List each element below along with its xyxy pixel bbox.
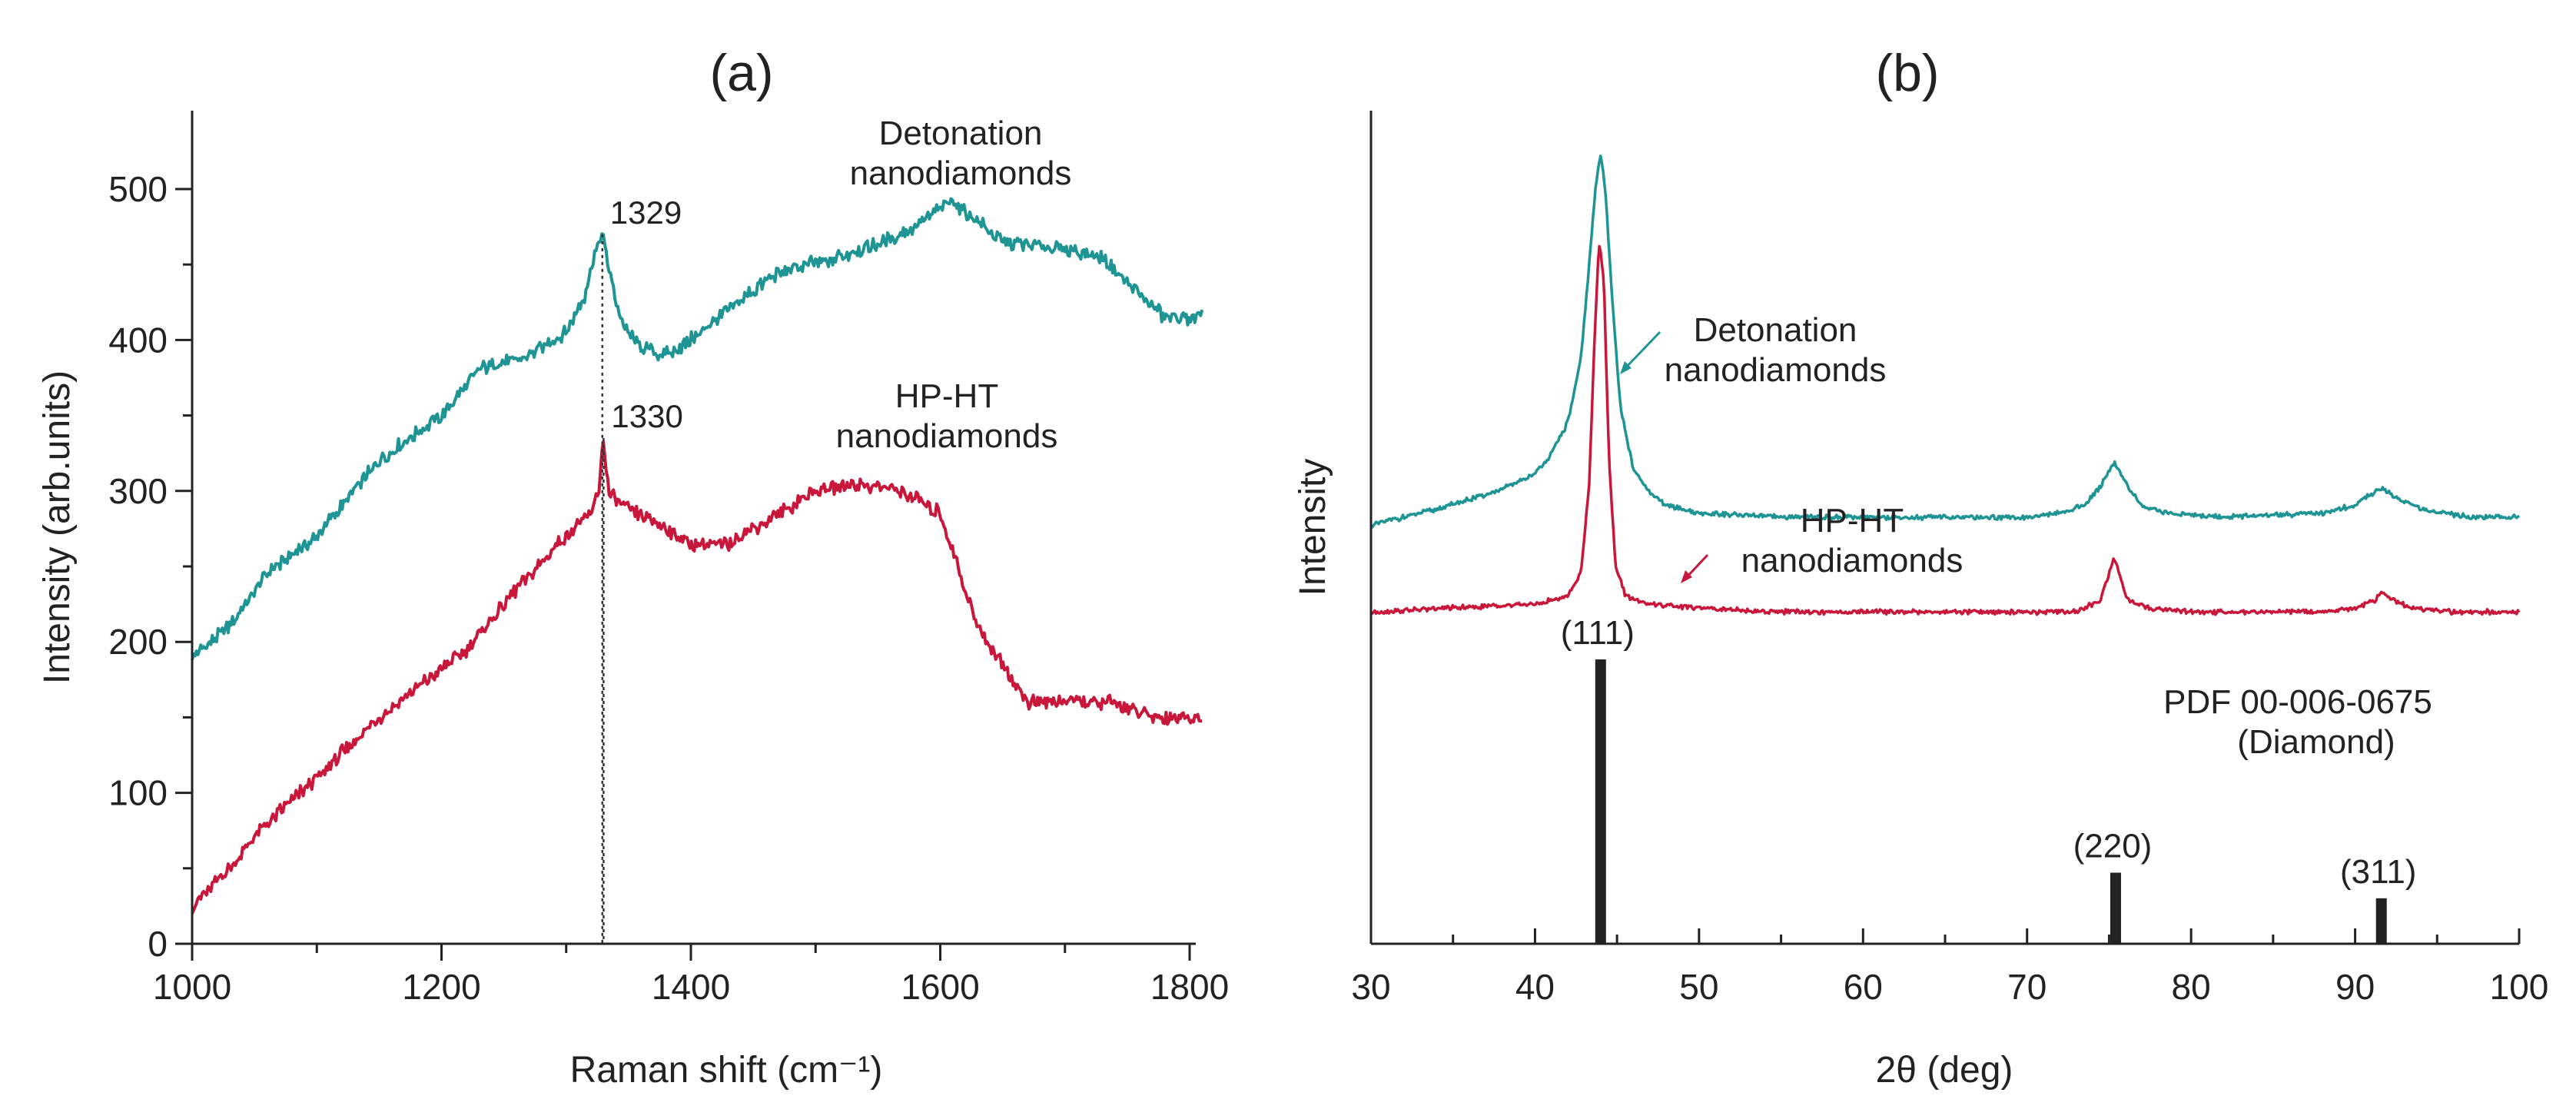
panel-a-series-labels: Detonation nanodiamonds HP-HT nanodiamon… xyxy=(836,115,1072,455)
detonation-pointer-arrowhead xyxy=(1620,361,1632,374)
panel-a-peak-markers: 1329 1330 xyxy=(601,194,683,944)
detonation-pointer-line xyxy=(1622,330,1661,372)
panel-a-y-tick-label-500: 500 xyxy=(108,169,168,209)
reference-bar-111 xyxy=(1595,659,1606,944)
panel-b-x-axis-title: 2θ (deg) xyxy=(1876,1050,2013,1091)
panel-a-y-axis-title: Intensity (arb.units) xyxy=(37,370,78,684)
reference-label-220: (220) xyxy=(2073,828,2153,865)
panel-a-y-tick-label-400: 400 xyxy=(108,320,168,360)
detonation-peak-label: 1329 xyxy=(610,194,682,231)
panel-b-ticks: 30 40 50 60 70 80 90 100 xyxy=(1351,928,2548,1007)
reference-label-311: (311) xyxy=(2340,853,2416,891)
panel-a-y-tick-label-0: 0 xyxy=(148,924,168,964)
panel-b-series-labels: Detonation nanodiamonds HP-HT nanodiamon… xyxy=(1620,311,2432,761)
panel-a-x-tick-label-1000: 1000 xyxy=(153,967,231,1007)
panel-b-x-tick-label-100: 100 xyxy=(2490,967,2549,1007)
panel-b-x-tick-label-30: 30 xyxy=(1351,967,1390,1007)
panel-b-x-tick-label-90: 90 xyxy=(2335,967,2375,1007)
hpht-raman-line xyxy=(191,440,1203,915)
panel-a-y-tick-label-100: 100 xyxy=(108,773,168,813)
panel-a-x-tick-label-1600: 1600 xyxy=(901,967,979,1007)
panel-a-y-tick-label-300: 300 xyxy=(108,471,168,511)
hpht-label-line-2: nanodiamonds xyxy=(836,417,1058,455)
hpht-pointer-arrowhead xyxy=(1681,570,1692,583)
panel-a-y-tick-label-200: 200 xyxy=(108,622,168,662)
panel-b-series xyxy=(1369,154,2521,616)
panel-a-x-tick-label-1400: 1400 xyxy=(652,967,730,1007)
detonation-xrd-label-line-1: Detonation xyxy=(1694,311,1857,349)
detonation-label-line-1: Detonation xyxy=(879,115,1043,152)
panel-b-x-tick-label-80: 80 xyxy=(2172,967,2211,1007)
hpht-label-line-1: HP-HT xyxy=(895,377,998,415)
hpht-xrd-label-line-1: HP-HT xyxy=(1801,502,1904,540)
detonation-raman-line xyxy=(191,197,1204,661)
panel-a-x-tick-label-1200: 1200 xyxy=(402,967,480,1007)
reference-bar-220 xyxy=(2110,872,2121,944)
panel-a-ticks: 0 100 200 300 400 500 1000 1200 1400 1600 1800 xyxy=(108,169,1229,1007)
detonation-xrd-label-line-2: nanodiamonds xyxy=(1665,351,1887,389)
detonation-label-line-2: nanodiamonds xyxy=(850,154,1072,192)
hpht-peak-label: 1330 xyxy=(611,398,682,434)
panel-a-x-axis-title: Raman shift (cm⁻¹) xyxy=(570,1050,883,1091)
panel-a-raman: (a) 0 100 200 300 400 500 1000 1200 1400 1600 1800… xyxy=(37,44,1229,1091)
reference-card-label-line-2: (Diamond) xyxy=(2237,723,2395,761)
reference-card-label-line-1: PDF 00-006-0675 xyxy=(2163,683,2432,721)
reference-bar-311 xyxy=(2375,898,2387,944)
panel-a-series xyxy=(191,197,1204,915)
hpht-xrd-line xyxy=(1370,244,2521,616)
reference-label-111: (111) xyxy=(1561,614,1635,652)
panel-a-x-tick-label-1800: 1800 xyxy=(1150,967,1229,1007)
panel-b-x-tick-label-50: 50 xyxy=(1679,967,1718,1007)
panel-b-xrd: (b) 30 40 50 60 70 80 90 100 (111) (220) (311) … xyxy=(1293,44,2548,1091)
panel-b-x-tick-label-70: 70 xyxy=(2007,967,2047,1007)
hpht-xrd-label-line-2: nanodiamonds xyxy=(1741,542,1964,579)
detonation-xrd-line xyxy=(1369,154,2521,529)
panel-b-x-tick-label-60: 60 xyxy=(1844,967,1883,1007)
panel-a-title: (a) xyxy=(709,44,773,102)
panel-b-title: (b) xyxy=(1875,44,1939,102)
panel-b-y-axis-title: Intensity xyxy=(1293,459,1333,596)
panel-b-reference-bars: (111) (220) (311) xyxy=(1561,614,2416,944)
panel-b-x-tick-label-40: 40 xyxy=(1515,967,1555,1007)
